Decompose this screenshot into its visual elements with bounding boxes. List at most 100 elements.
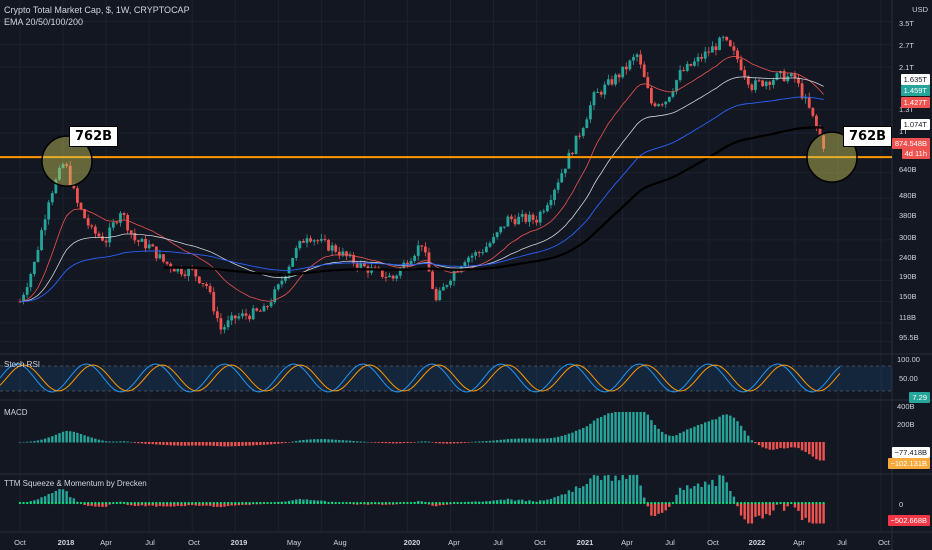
macd-bar (33, 441, 36, 443)
candle-body (104, 240, 108, 243)
candle-body (115, 222, 119, 224)
ttm-bar (768, 503, 771, 516)
candle-body (746, 76, 750, 85)
macd-bar (323, 439, 327, 443)
macd-bar (391, 442, 395, 444)
candle-body (36, 250, 40, 262)
candle-body (606, 79, 610, 85)
ttm-squeeze-dot (176, 501, 179, 505)
ttm-bar (538, 500, 542, 504)
ttm-bar (305, 499, 309, 504)
candle-body (244, 313, 248, 316)
candle-body (237, 316, 241, 319)
macd-bar (700, 424, 703, 443)
ttm-squeeze-dot (169, 501, 172, 505)
candle-body (427, 252, 431, 272)
candle-body (678, 70, 682, 81)
candle-body (553, 189, 556, 200)
ttm-squeeze-dot (646, 501, 649, 505)
ttm-bar (772, 503, 775, 511)
candle-body (352, 254, 356, 264)
candle-body (230, 315, 234, 321)
macd-signal-value: −102.131B (887, 458, 930, 469)
ttm-bar (158, 503, 162, 506)
macd-bar (452, 442, 456, 444)
macd-bar (395, 442, 398, 444)
candle-body (241, 313, 244, 317)
ttm-squeeze-dot (341, 501, 344, 505)
macd-bar (223, 442, 226, 447)
macd-bar (363, 441, 366, 443)
candle-body (614, 74, 617, 85)
ttm-squeeze-dot (61, 501, 65, 505)
ttm-squeeze-dot (33, 501, 36, 505)
ttm-bar (180, 503, 183, 507)
candle-body (226, 320, 230, 328)
macd-bar (251, 442, 255, 446)
macd-bar (101, 440, 104, 443)
candle-body (323, 238, 327, 240)
macd-bar (409, 442, 413, 443)
ttm-bar (707, 484, 710, 504)
ttm-squeeze-dot (478, 501, 481, 505)
macd-bar (481, 441, 484, 443)
candle-body (800, 83, 804, 99)
ttm-squeeze-dot (445, 501, 449, 505)
ttm-squeeze-dot (582, 501, 585, 505)
macd-bar (158, 442, 162, 445)
ttm-squeeze-dot (757, 501, 761, 505)
callout-762b-2022[interactable]: 762B (843, 126, 893, 147)
ttm-bar (646, 503, 650, 507)
candle-body (786, 76, 790, 82)
candle-body (165, 261, 169, 264)
macd-bar (750, 440, 754, 443)
macd-bar (327, 439, 330, 443)
candle-body (280, 280, 284, 285)
ttm-squeeze-dot (237, 501, 240, 505)
ttm-bar (528, 500, 531, 504)
callout-762b-2018[interactable]: 762B (69, 126, 119, 147)
macd-bar (76, 432, 79, 443)
candlestick-series (18, 35, 825, 335)
ttm-squeeze-dot (571, 501, 574, 505)
ttm-squeeze-dot (496, 501, 499, 505)
ttm-bar (165, 503, 169, 507)
ttm-squeeze-dot (513, 501, 517, 505)
macd-bar (754, 442, 757, 444)
price-tag-ema200: 1.074T (900, 119, 930, 130)
stoch-band (0, 366, 892, 391)
ttm-squeeze-dot (338, 501, 341, 505)
ttm-squeeze-dot (793, 501, 797, 505)
candle-body (689, 63, 693, 66)
macd-tick: 400B (897, 402, 915, 411)
ttm-squeeze-dot (607, 501, 610, 505)
stoch-tick: 50.00 (899, 374, 918, 383)
ttm-squeeze-dot (689, 501, 692, 505)
ttm-squeeze-dot (797, 501, 800, 505)
candle-body (169, 263, 173, 269)
candle-body (212, 292, 216, 312)
ttm-bar (61, 489, 65, 504)
ttm-squeeze-dot (284, 501, 287, 505)
macd-bar (668, 435, 671, 443)
ttm-squeeze-dot (406, 501, 409, 505)
candle-body (194, 269, 198, 277)
macd-bar (542, 438, 545, 443)
candle-body (571, 152, 574, 155)
macd-bar (790, 442, 793, 448)
candle-body (761, 80, 765, 87)
ttm-squeeze-dot (761, 501, 764, 505)
ttm-bar (578, 488, 581, 504)
ttm-bar (617, 480, 621, 504)
ttm-squeeze-dot (76, 501, 79, 505)
ttm-bar (65, 491, 68, 504)
macd-bar (305, 439, 309, 443)
macd-bar (384, 442, 388, 444)
macd-bar (338, 440, 341, 443)
candle-body (373, 267, 377, 269)
macd-bar (567, 433, 571, 443)
macd-bar (485, 441, 488, 443)
ttm-bar (628, 475, 632, 504)
candle-body (388, 275, 391, 278)
